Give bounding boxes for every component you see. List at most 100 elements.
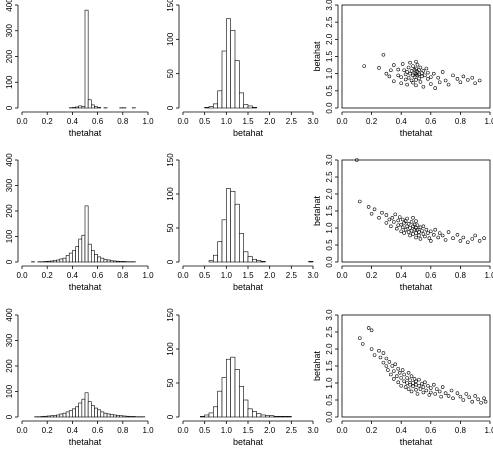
y-tick-label-1: 100 [5,75,14,89]
hist-bar-31 [119,261,124,263]
scatter-point-33 [408,378,412,383]
y-tick-label-5: 2.5 [325,16,334,28]
scatter-point-36 [411,216,415,220]
plot-frame [341,159,491,263]
y-tick-label-2: 200 [5,359,14,373]
hist-bar-10 [53,415,57,418]
hist-bar-16 [72,408,76,418]
hist-bar-12 [59,258,64,263]
scatter-point-57 [429,239,433,243]
hist-bar-13 [239,233,244,263]
scatter-point-55 [427,236,432,240]
scatter-point-9 [381,351,386,355]
hist-bar-28 [109,414,114,418]
scatter-point-31 [406,371,411,375]
hist-bar-22 [91,104,95,109]
scatter-point-21 [408,60,412,65]
scatter-point-70 [470,237,475,241]
hist-bar-9 [221,219,227,263]
panel-r2c1: 0.0 0.2 0.4 0.6 0.8 1.0 thetahat 0 100 200 300 400 [5,153,154,292]
scatter-point-59 [437,389,442,394]
hist-bar-13 [239,386,244,418]
hist-bar-32 [122,415,127,418]
hist-bar-24 [286,416,292,418]
x-axis-title: betahat [233,128,264,138]
scatter-point-20 [408,71,412,76]
scatter-point-20 [396,366,401,371]
scatter-point-32 [406,387,411,391]
y-axis-title: betahat [312,350,322,381]
scatter-point-54 [433,86,438,90]
scatter-point-13 [402,68,406,73]
x-tick-label-4: 2.0 [264,426,276,435]
y-tick-label-6: 3.0 [325,309,334,321]
hist-bar-23 [94,407,98,418]
scatter-point-48 [424,66,429,71]
scatter-point-26 [411,80,415,85]
hist-bar-16 [72,107,76,109]
y-tick-label-3: 300 [5,24,14,38]
y-tick-label-1: 100 [5,229,14,243]
scatter-point-54 [429,386,433,390]
scatter-point-8 [381,360,386,365]
hist-bar-7 [213,254,218,263]
scatter-point-65 [451,396,455,401]
hist-bar-11 [56,259,61,263]
hist-bar-12 [59,413,64,418]
scatter-point-11 [384,356,389,361]
y-tick-label-4: 400 [5,0,14,12]
scatter-point-58 [434,387,439,391]
scatter-point-63 [461,74,466,79]
scatter-point-41 [418,65,423,70]
hist-bar-18 [78,402,83,418]
y-tick-label-1: 50 [166,69,175,78]
x-tick-label-0: 0.0 [16,117,28,126]
hist-bar-29 [113,414,117,418]
scatter-point-47 [420,381,424,386]
scatter-point-17 [405,82,409,87]
scatter-point-52 [429,82,433,86]
hist-bar-15 [68,252,73,263]
scatter-point-23 [399,376,403,380]
x-tick-label-5: 1.0 [484,117,493,126]
scatter-point-6 [392,63,396,67]
scatter-point-0 [362,64,366,68]
scatter-point-16 [396,223,401,228]
x-tick-label-3: 1.5 [242,271,254,280]
scatter-point-21 [400,225,405,230]
x-tick-label-2: 1.0 [221,117,233,126]
scatter-point-8 [396,73,401,78]
hist-bar-22 [278,416,283,418]
scatter-point-48 [421,390,426,395]
scatter-point-4 [372,353,377,357]
y-tick-label-5: 2.5 [325,171,334,183]
scatter-point-62 [443,391,448,395]
scatter-point-19 [406,76,411,80]
scatter-point-46 [418,387,423,391]
y-tick-label-2: 200 [5,204,14,218]
hist-bar-30 [116,415,120,418]
scatter-point-67 [458,239,463,243]
hist-bar-25 [100,257,105,263]
scatter-point-50 [423,380,427,385]
hist-bar-18 [78,238,83,263]
hist-bar-15 [247,408,253,418]
hist-bar-17 [75,406,80,418]
y-tick-label-0: 0 [5,105,14,110]
scatter-point-45 [417,377,421,382]
x-tick-label-4: 0.8 [455,426,467,435]
x-tick-label-1: 0.5 [199,117,211,126]
hist-bar-8 [217,241,223,263]
hist-bar-24 [97,107,102,109]
x-tick-label-5: 1.0 [142,426,154,435]
scatter-point-6 [377,348,381,353]
scatter-point-2 [366,205,371,209]
x-axis-title: thetahat [400,282,433,292]
y-tick-label-1: 0.5 [325,394,334,406]
y-tick-label-3: 150 [166,308,175,322]
panel-r2c2: 0.0 0.5 1.0 1.5 2.0 2.5 3.0 betahat 0 50 100 150 [166,153,319,292]
scatter-point-14 [389,372,393,377]
x-tick-label-6: 3.0 [307,117,319,126]
y-axis-title: betahat [312,41,322,72]
